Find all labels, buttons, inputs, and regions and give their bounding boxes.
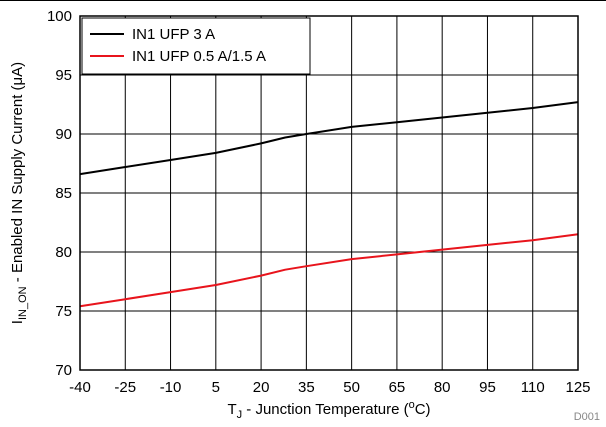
y-axis-title: IIN_ON - Enabled IN Supply Current (μA) — [9, 62, 29, 324]
legend-box — [81, 17, 311, 75]
x-tick-label: 35 — [298, 379, 315, 396]
x-tick-label: 50 — [343, 379, 360, 396]
series-line-1 — [79, 101, 579, 176]
x-tick-label: 110 — [521, 379, 545, 396]
y-tick-label: 90 — [55, 126, 72, 143]
x-tick-labels: -40 -25 -10 5 20 35 50 65 80 95 110 125 — [69, 379, 590, 396]
y-tick-label: 80 — [55, 244, 72, 261]
y-tick-labels: 70 75 80 85 90 95 100 — [47, 8, 72, 379]
y-tick-label: 75 — [55, 303, 72, 320]
series-lines — [79, 101, 579, 308]
x-tick-label: -25 — [114, 379, 136, 396]
y-tick-label: 100 — [47, 8, 72, 25]
x-tick-label: 65 — [389, 379, 406, 396]
legend-label-1: IN1 UFP 3 A — [132, 26, 215, 43]
y-tick-label: 85 — [55, 185, 72, 202]
x-tick-label: 5 — [212, 379, 220, 396]
x-tick-label: 80 — [434, 379, 451, 396]
x-axis-title: TJ - Junction Temperature (oC) — [227, 399, 430, 421]
x-tick-label: 20 — [253, 379, 270, 396]
grid — [80, 16, 578, 370]
top-rule — [0, 0, 606, 1]
legend: IN1 UFP 3 A IN1 UFP 0.5 A/1.5 A — [81, 17, 311, 75]
x-tick-label: 125 — [565, 379, 590, 396]
plot-frame — [79, 15, 579, 371]
series-line-2 — [79, 233, 579, 308]
x-tick-label: 95 — [479, 379, 496, 396]
y-tick-label: 95 — [55, 67, 72, 84]
legend-label-2: IN1 UFP 0.5 A/1.5 A — [132, 48, 266, 65]
figure-id: D001 — [574, 411, 600, 423]
x-tick-label: -40 — [69, 379, 91, 396]
x-tick-label: -10 — [160, 379, 182, 396]
y-tick-label: 70 — [55, 362, 72, 379]
